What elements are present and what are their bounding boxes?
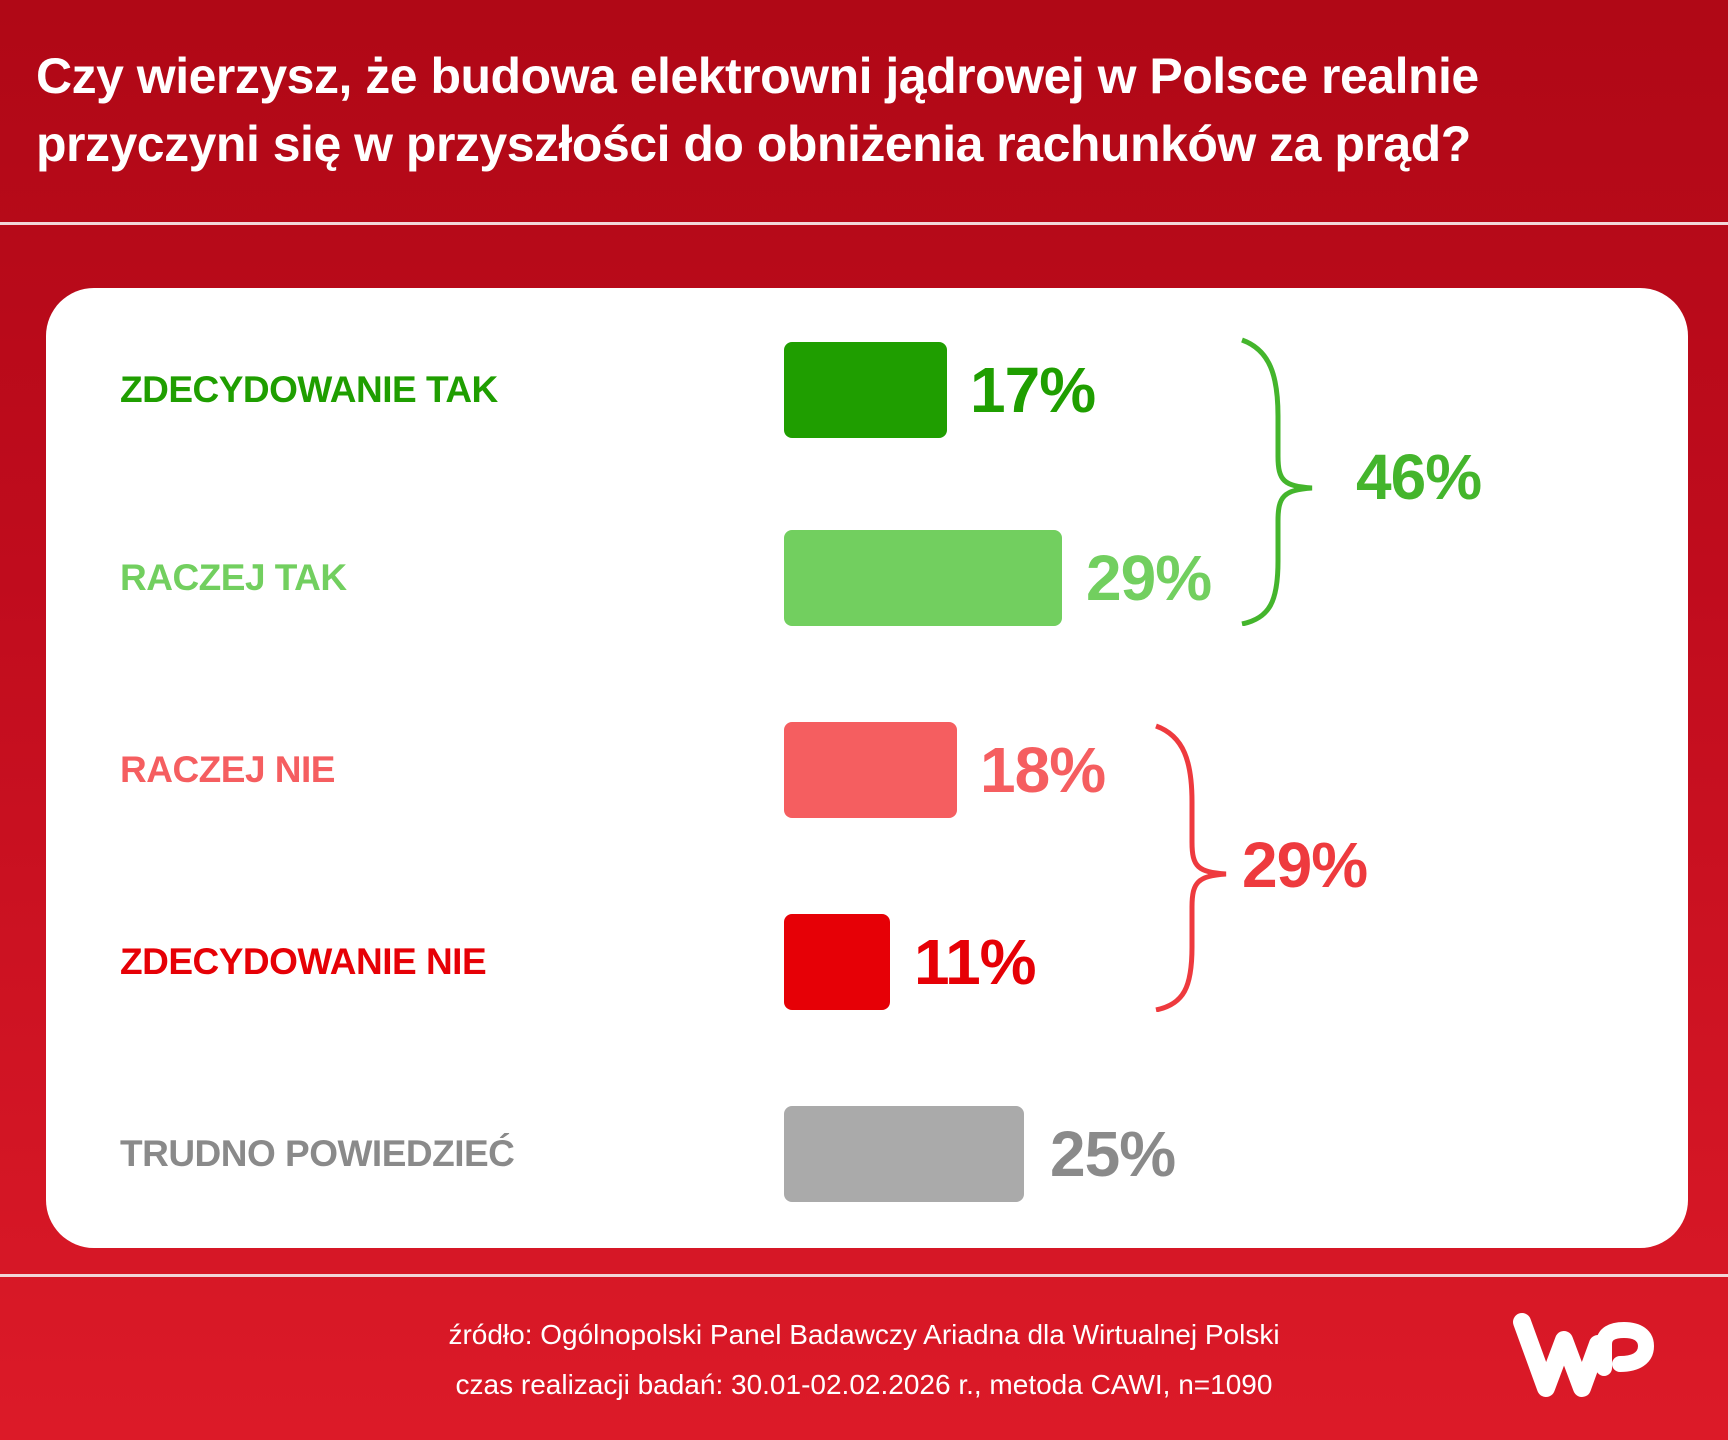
chart-card: ZDECYDOWANIE TAK 17% RACZEJ TAK 29% RACZ… [46, 288, 1688, 1248]
bar-label: ZDECYDOWANIE TAK [120, 369, 498, 410]
bar [784, 1106, 1024, 1202]
bar-value: 18% [980, 734, 1106, 806]
brace-tak-icon [1241, 337, 1313, 626]
bar-row: RACZEJ TAK 29% [46, 530, 1688, 626]
chart-title: Czy wierzysz, że budowa elektrowni jądro… [36, 48, 1479, 172]
bar [784, 530, 1062, 626]
footer-divider [0, 1274, 1728, 1277]
bar-row: ZDECYDOWANIE TAK 17% [46, 342, 1688, 438]
bar-value: 25% [1050, 1118, 1176, 1190]
bar-row: ZDECYDOWANIE NIE 11% [46, 914, 1688, 1010]
bar-row: RACZEJ NIE 18% [46, 722, 1688, 818]
bar [784, 914, 890, 1010]
brace-nie-icon [1155, 723, 1227, 1012]
header-divider [0, 222, 1728, 225]
bar [784, 342, 947, 438]
bar-label: RACZEJ TAK [120, 557, 347, 598]
method-text: czas realizacji badań: 30.01-02.02.2026 … [455, 1369, 1273, 1400]
group-total-tak: 46% [1356, 441, 1482, 513]
footer: źródło: Ogólnopolski Panel Badawczy Aria… [0, 1310, 1728, 1410]
wp-logo-icon [1513, 1313, 1654, 1397]
bar-label: RACZEJ NIE [120, 749, 335, 790]
bar-label: TRUDNO POWIEDZIEĆ [120, 1133, 515, 1174]
bar-value: 17% [970, 354, 1096, 426]
bar-row: TRUDNO POWIEDZIEĆ 25% [46, 1106, 1688, 1202]
group-total-nie: 29% [1242, 829, 1368, 901]
bar [784, 722, 957, 818]
bar-label: ZDECYDOWANIE NIE [120, 941, 487, 982]
bar-value: 29% [1086, 542, 1212, 614]
source-text: źródło: Ogólnopolski Panel Badawczy Aria… [448, 1319, 1280, 1350]
bar-value: 11% [914, 926, 1037, 998]
